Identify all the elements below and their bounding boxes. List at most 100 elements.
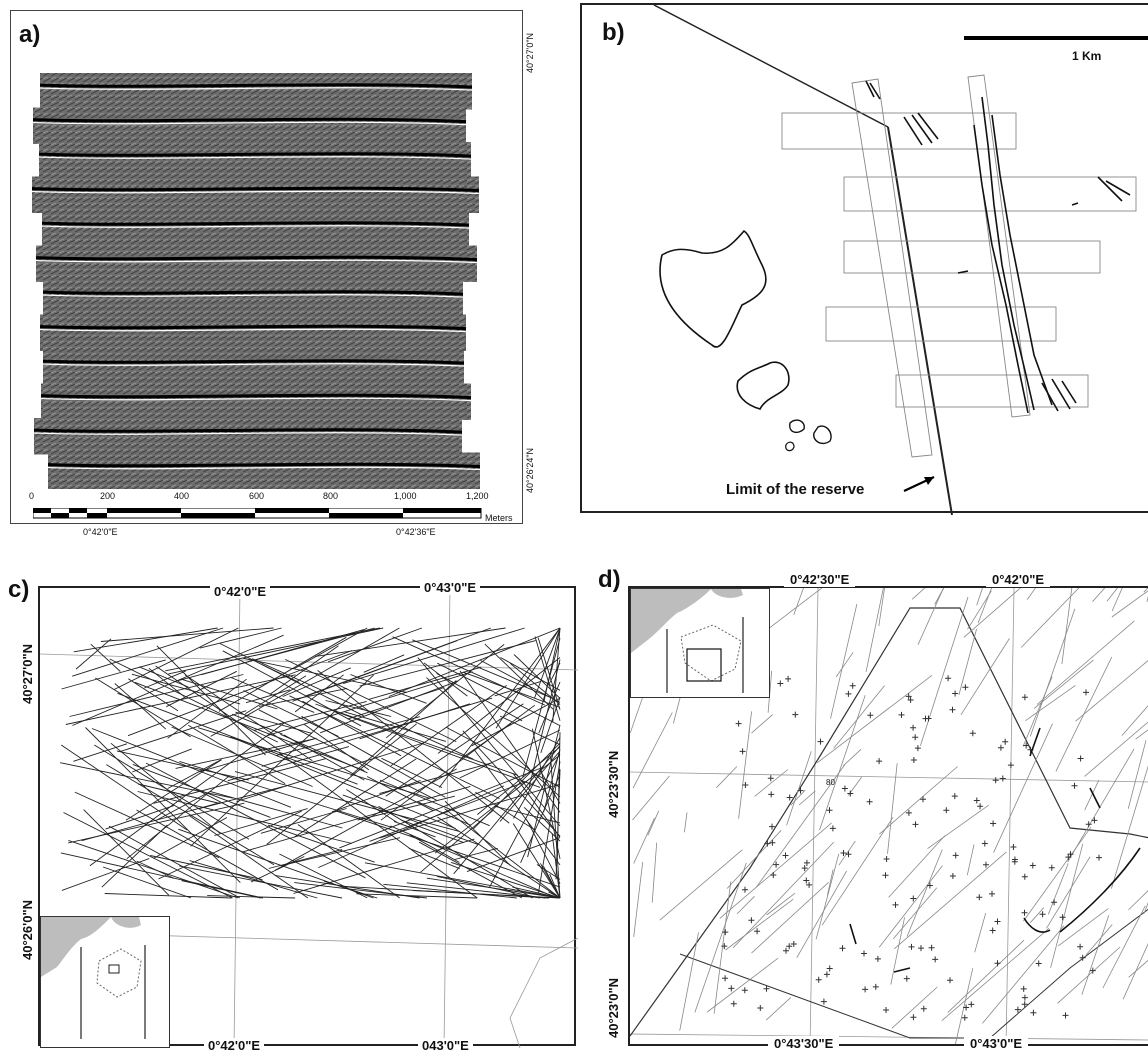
nadir-highlight [32, 121, 467, 126]
fault-trace [1135, 729, 1148, 740]
earthquake-epicenter [949, 706, 956, 713]
nadir-line [39, 83, 473, 89]
earthquake-epicenter [829, 825, 836, 832]
lineament [267, 824, 375, 863]
fault-trace [793, 588, 804, 615]
lineament [189, 860, 318, 899]
fault-trace [842, 749, 862, 767]
earthquake-epicenter [817, 738, 824, 745]
lineament [131, 673, 241, 705]
sonar-strip [39, 142, 471, 179]
lineament [150, 855, 263, 881]
fault-trace [1050, 843, 1084, 968]
fault-trace [1084, 721, 1148, 777]
lineament [242, 785, 471, 853]
nadir-line [32, 117, 467, 124]
lineament [488, 753, 561, 889]
lineament [459, 729, 561, 779]
d-lat-1: 40°23'30"N [606, 750, 621, 818]
earthquake-epicenter [1059, 914, 1066, 921]
panel-d: 80 [628, 586, 1148, 1048]
fault-trace [1046, 856, 1091, 929]
panel-a-label: a) [19, 21, 41, 48]
lineament [477, 746, 561, 815]
fault-trace [1092, 588, 1106, 602]
lineament [555, 769, 561, 880]
earthquake-epicenter [845, 690, 852, 697]
earthquake-epicenter [928, 944, 935, 951]
nadir-line [42, 290, 464, 296]
earthquake-epicenter [840, 850, 847, 856]
nadir-line [40, 393, 472, 400]
lineament [108, 825, 241, 899]
c-top-lon-2: 0°43'0"E [420, 580, 481, 595]
fault-trace [725, 898, 794, 951]
lineament [471, 697, 561, 747]
earthquake-epicenter [994, 918, 1001, 925]
fault-trace [1033, 659, 1094, 709]
nadir-highlight [42, 294, 464, 298]
fault-trace [920, 596, 969, 746]
fault-trace [976, 588, 983, 606]
lineament [538, 761, 561, 893]
earthquake-epicenter [742, 886, 748, 893]
fault-trace [633, 861, 644, 937]
lineament [101, 824, 168, 888]
lineament [383, 883, 517, 899]
lineament [73, 743, 128, 762]
earthquake-epicenter [910, 724, 917, 731]
lineament [292, 640, 458, 702]
earthquake-epicenter [952, 852, 959, 859]
earthquake-epicenter [1030, 1009, 1037, 1016]
lineament [199, 627, 282, 649]
fault-trace [1048, 863, 1069, 915]
earthquake-epicenter [905, 809, 912, 816]
lineament [109, 658, 278, 743]
scale-tick-1200: 1,200 [466, 491, 489, 501]
lineament [294, 627, 368, 669]
nadir-highlight [35, 259, 478, 264]
earthquake-epicenter [845, 851, 852, 858]
nadir-highlight [41, 225, 470, 229]
fault-trace [716, 766, 738, 788]
fault-trace [1055, 656, 1113, 772]
fault-trace [1111, 588, 1123, 612]
nadir-line [42, 359, 465, 365]
fault-trace [726, 830, 782, 889]
d-bottom-lon-1: 0°43'30"E [768, 1036, 840, 1051]
lineament [436, 672, 523, 722]
lineament [463, 671, 561, 708]
lineament [378, 805, 533, 899]
lineament [261, 697, 493, 767]
lineament [390, 825, 557, 899]
earthquake-epicenter [910, 1014, 917, 1021]
lineament [512, 823, 561, 899]
lineament [179, 865, 343, 899]
earthquake-epicenter [826, 965, 833, 972]
earthquake-epicenter [841, 785, 848, 792]
fault-trace [1128, 959, 1148, 978]
earthquake-epicenter [976, 894, 983, 901]
earthquake-epicenter [1021, 909, 1028, 916]
earthquake-epicenter [769, 839, 776, 846]
sonar-strip [32, 176, 479, 213]
lineament [408, 847, 460, 870]
d-bottom-lon-2: 0°43'0"E [964, 1036, 1029, 1051]
c-bottom-lon-2: 043'0"E [418, 1038, 473, 1053]
lineament [475, 791, 535, 831]
lineament [153, 817, 228, 859]
fault-trace [651, 842, 658, 903]
earthquake-epicenter [872, 983, 879, 990]
lineament [167, 678, 247, 739]
lineament [381, 757, 443, 789]
lineament [105, 805, 175, 830]
lineament [548, 662, 561, 686]
lineament [368, 666, 482, 700]
fault-trace [1085, 924, 1113, 956]
scale-tick-200: 200 [100, 491, 116, 501]
earthquake-epicenter [767, 775, 774, 782]
earthquake-epicenter [892, 901, 899, 908]
fault-trace [796, 870, 847, 958]
fault-trace [754, 769, 789, 797]
fault-trace [765, 997, 792, 1021]
